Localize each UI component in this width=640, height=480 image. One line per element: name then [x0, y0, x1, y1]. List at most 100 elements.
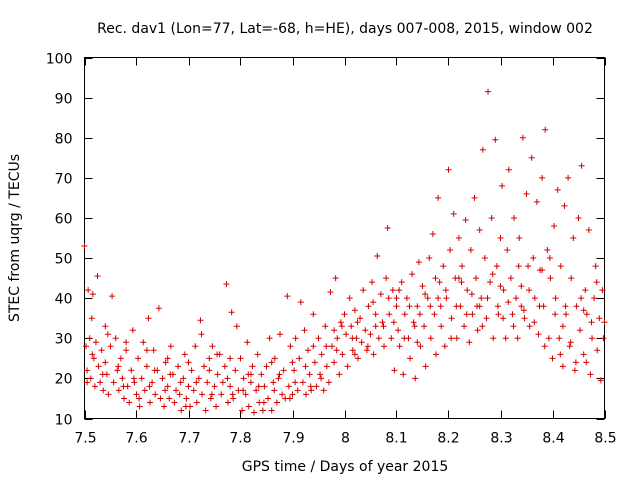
data-point — [437, 303, 444, 310]
data-point — [128, 367, 135, 374]
data-point — [530, 255, 537, 262]
data-point — [497, 235, 504, 241]
data-point — [495, 311, 502, 318]
data-point — [92, 339, 99, 346]
data-point — [102, 323, 109, 330]
data-point — [412, 375, 419, 382]
data-point — [245, 403, 252, 410]
data-point — [363, 347, 370, 354]
data-point — [455, 275, 462, 282]
data-point — [308, 387, 315, 394]
data-point — [443, 295, 450, 302]
data-point — [305, 347, 312, 354]
data-point — [380, 323, 387, 330]
data-point — [542, 126, 549, 133]
data-point — [427, 303, 434, 310]
data-point — [554, 186, 561, 193]
data-point — [433, 351, 440, 358]
data-point — [572, 359, 579, 366]
data-point — [99, 371, 106, 378]
data-point — [91, 383, 98, 390]
data-point — [166, 395, 173, 402]
data-point — [585, 226, 592, 233]
data-point — [323, 343, 330, 350]
x-tick-label: 7.6 — [125, 431, 147, 447]
data-point — [285, 383, 292, 390]
data-point — [568, 275, 575, 282]
x-tick-label: 8.1 — [385, 431, 407, 447]
data-point — [259, 407, 266, 414]
data-point — [123, 347, 130, 354]
data-point — [417, 343, 424, 350]
data-point — [110, 379, 117, 386]
data-point — [384, 224, 391, 231]
data-point — [559, 323, 566, 330]
data-point — [343, 331, 350, 338]
plot-frame — [84, 57, 605, 419]
data-point — [426, 255, 433, 262]
data-point — [545, 335, 552, 342]
data-point — [349, 335, 356, 342]
data-point — [97, 379, 104, 386]
data-point — [206, 355, 213, 362]
data-point — [247, 371, 254, 378]
data-point — [473, 275, 480, 282]
data-point — [133, 391, 140, 398]
data-point — [193, 379, 200, 386]
data-point — [575, 214, 582, 221]
data-point — [509, 311, 516, 318]
data-point — [593, 279, 600, 286]
data-point — [440, 263, 447, 270]
data-point — [500, 287, 507, 294]
data-point — [214, 351, 221, 358]
data-point — [411, 323, 418, 330]
data-point — [115, 387, 122, 394]
data-point — [429, 230, 436, 237]
data-point — [594, 347, 601, 354]
data-point — [237, 355, 244, 362]
data-point — [120, 383, 127, 390]
data-point — [436, 279, 443, 286]
data-point — [155, 305, 162, 312]
data-point — [358, 339, 365, 346]
y-axis-label: STEC from uqrg / TECUs — [7, 154, 23, 322]
data-point — [588, 319, 595, 326]
data-point — [505, 299, 512, 306]
data-point — [177, 379, 184, 386]
data-point — [455, 235, 462, 241]
data-point — [381, 343, 388, 350]
data-point — [427, 335, 434, 342]
data-point — [578, 295, 585, 302]
data-point — [292, 335, 299, 342]
data-point — [214, 371, 221, 378]
data-point — [453, 303, 460, 310]
data-point — [143, 347, 150, 354]
data-point — [147, 399, 154, 406]
data-point — [164, 383, 171, 390]
data-point — [173, 387, 180, 394]
data-point — [476, 303, 483, 310]
data-point — [294, 387, 301, 394]
data-point — [162, 359, 169, 366]
data-point — [233, 323, 240, 330]
data-point — [206, 367, 213, 374]
data-point — [395, 327, 402, 334]
data-point — [348, 323, 355, 330]
data-point — [562, 303, 569, 310]
data-point — [497, 283, 504, 290]
data-point — [104, 331, 111, 338]
data-point — [461, 323, 468, 330]
data-point — [331, 327, 338, 334]
data-point — [229, 391, 236, 398]
data-point — [135, 355, 142, 362]
data-point — [561, 202, 568, 209]
data-point — [409, 271, 416, 278]
data-point — [492, 136, 499, 143]
data-point — [102, 359, 109, 366]
data-point — [167, 371, 174, 378]
data-point — [478, 295, 485, 302]
data-point — [94, 273, 101, 280]
data-point — [339, 351, 346, 358]
data-point — [202, 407, 209, 414]
